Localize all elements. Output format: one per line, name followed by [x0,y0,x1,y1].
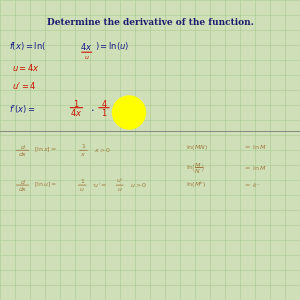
Text: $u'$: $u'$ [116,176,124,185]
Text: $1$: $1$ [81,142,86,150]
Text: $u = 4x$: $u = 4x$ [12,62,40,73]
Text: $= \ k \cdot$: $= \ k \cdot$ [243,181,261,189]
Text: $u > 0$: $u > 0$ [130,181,147,189]
Text: $) = \ln(u)$: $) = \ln(u)$ [95,40,130,52]
Text: $dx$: $dx$ [18,185,27,193]
Text: $1$: $1$ [101,107,107,118]
Text: $\ln(M^k)$: $\ln(M^k)$ [186,180,206,190]
Text: $f(x) = \ln($: $f(x) = \ln($ [9,40,46,52]
Text: $4$: $4$ [101,98,107,109]
Text: $= \ \ln M$: $= \ \ln M$ [243,164,267,172]
Text: $= \ \ln M$: $= \ \ln M$ [243,143,267,151]
Text: $d$: $d$ [20,178,26,185]
Text: $[\ln x] =$: $[\ln x] =$ [34,146,58,154]
Text: Determine the derivative of the function.: Determine the derivative of the function… [46,18,253,27]
Text: $dx$: $dx$ [18,150,27,158]
Text: $u$: $u$ [117,186,123,193]
Text: $4x$: $4x$ [70,107,83,118]
Text: $1$: $1$ [73,98,80,109]
Text: $1$: $1$ [80,177,85,185]
Text: $\ln(MN)$: $\ln(MN)$ [186,142,208,152]
Text: $[\ln u] =$: $[\ln u] =$ [34,181,58,189]
Text: $f'(x) =$: $f'(x) =$ [9,103,36,115]
Circle shape [112,96,146,129]
Text: $x > 0$: $x > 0$ [94,146,112,154]
Text: $u' = 4$: $u' = 4$ [12,80,37,91]
Text: $u$: $u$ [84,54,89,61]
Text: $d$: $d$ [20,143,26,151]
Text: $\ln\!\left(\dfrac{M}{N}\right)$: $\ln\!\left(\dfrac{M}{N}\right)$ [186,161,206,175]
Text: $\cdot$: $\cdot$ [90,103,94,114]
Text: $u$: $u$ [80,186,85,193]
Text: $x$: $x$ [80,151,86,158]
Text: $4x$: $4x$ [80,41,92,52]
Text: $\cdot u' =$: $\cdot u' =$ [92,181,107,190]
